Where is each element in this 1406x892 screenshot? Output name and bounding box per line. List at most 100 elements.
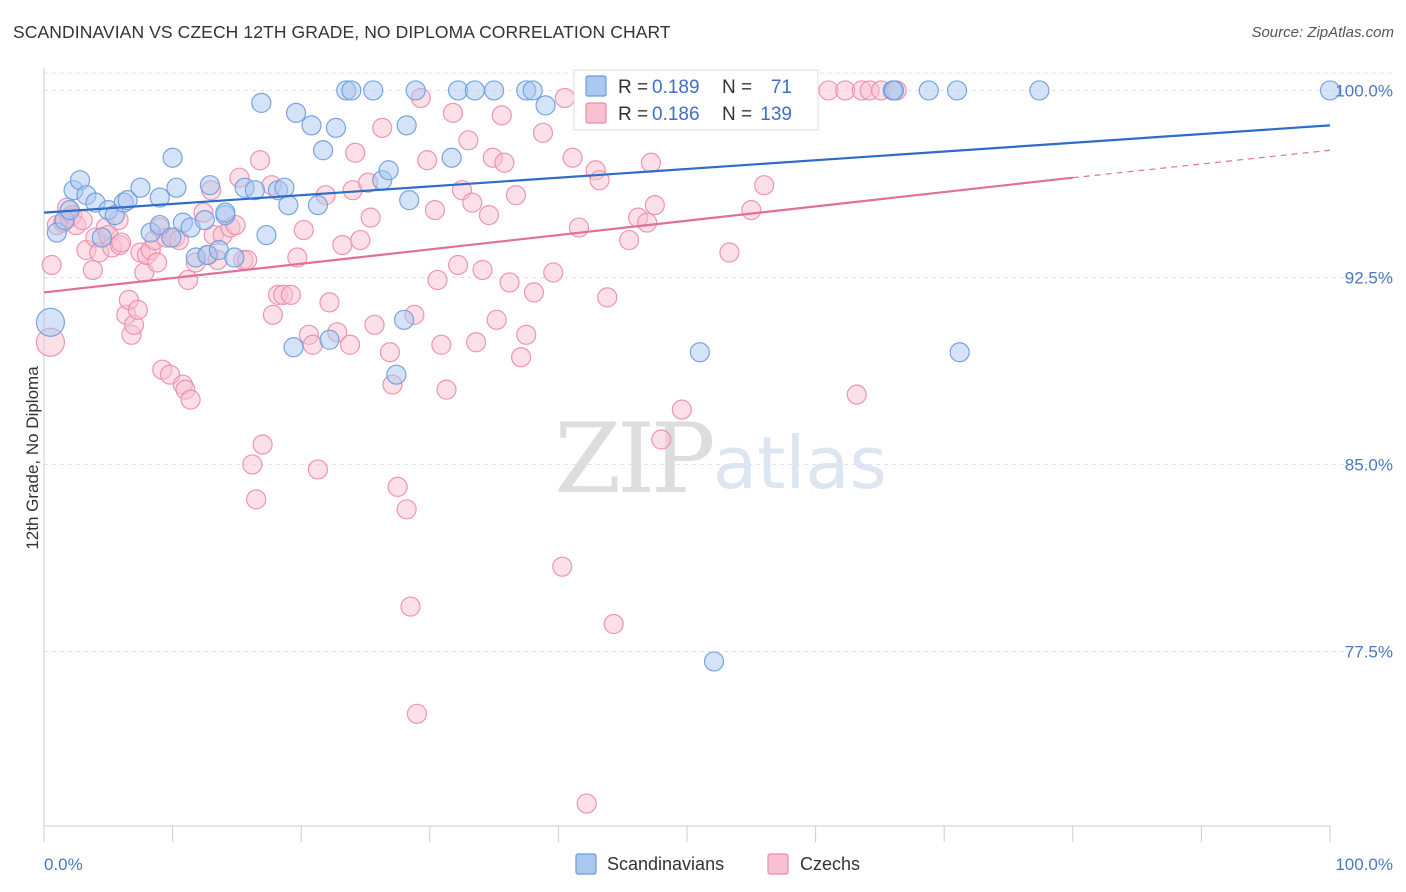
- legend-r-value: 0.186: [652, 104, 700, 125]
- czech-point: [427, 269, 448, 291]
- scandinavian-point: [396, 115, 417, 136]
- czech-point: [287, 247, 308, 268]
- czech-point: [516, 324, 537, 345]
- czech-point: [424, 200, 446, 221]
- czech-point: [651, 429, 672, 450]
- y-tick-label: 77.5%: [1345, 642, 1393, 661]
- chart-title: SCANDINAVIAN VS CZECH 12TH GRADE, NO DIP…: [13, 22, 671, 42]
- series-legend: Scandinavians Czechs: [575, 853, 860, 875]
- legend-n-value: 139: [760, 104, 792, 125]
- trend-line-czechs-extension: [1072, 149, 1331, 179]
- legend-swatch-scandinavians[interactable]: [575, 853, 597, 875]
- scandinavian-point: [1029, 80, 1050, 101]
- scandinavian-point: [522, 80, 543, 101]
- scandinavian-point: [399, 190, 420, 211]
- czech-point: [447, 254, 469, 276]
- czech-point: [486, 309, 507, 330]
- scandinavian-point: [341, 80, 362, 101]
- tick-labels: 77.5% 85.0% 92.5% 100.0% 0.0% 100.0%: [44, 81, 1393, 874]
- trend-line-scandinavians: [43, 124, 1331, 214]
- trend-lines: [43, 124, 1331, 294]
- czech-point: [307, 459, 329, 480]
- axes: [43, 68, 1331, 842]
- czech-point: [400, 596, 421, 617]
- czech-point: [511, 347, 532, 368]
- scandinavian-point: [274, 177, 295, 198]
- czech-point: [491, 105, 512, 126]
- czech-point: [82, 259, 103, 281]
- czech-point: [252, 434, 273, 455]
- source-credit[interactable]: Source: ZipAtlas.com: [1251, 24, 1394, 41]
- scandinavian-point: [393, 309, 415, 330]
- scandinavian-point: [441, 147, 462, 168]
- scandinavian-point: [35, 307, 66, 337]
- czech-point: [562, 147, 583, 168]
- czech-point: [249, 150, 271, 171]
- y-axis-title: 12th Grade, No Diploma: [23, 366, 42, 550]
- scandinavian-point: [149, 187, 170, 208]
- scandinavian-point: [703, 651, 725, 672]
- czech-point: [442, 102, 464, 123]
- czech-point: [332, 234, 353, 256]
- czech-point: [478, 205, 500, 226]
- scandinavian-point: [199, 175, 220, 196]
- scandinavian-point: [215, 202, 236, 223]
- scandinavian-point: [312, 140, 334, 161]
- czech-point: [458, 130, 479, 151]
- czech-point: [350, 229, 371, 251]
- scandinavian-point: [386, 364, 407, 385]
- legend-r-label: R =: [618, 104, 648, 125]
- scandinavian-point: [251, 92, 272, 114]
- scandinavian-point: [1319, 80, 1341, 101]
- legend-swatch-czechs[interactable]: [767, 853, 789, 875]
- czech-point: [603, 613, 624, 635]
- scandinavian-point: [166, 177, 187, 198]
- czech-point: [147, 252, 168, 273]
- czech-point: [846, 384, 867, 405]
- czech-point: [494, 152, 515, 173]
- y-tick-label: 85.0%: [1345, 455, 1393, 474]
- scandinavian-point: [224, 247, 245, 268]
- scandinavian-point: [464, 80, 485, 101]
- czech-point: [671, 399, 692, 420]
- y-tick-label: 92.5%: [1345, 268, 1393, 287]
- legend-swatch-czechs: [585, 102, 607, 124]
- czech-point: [379, 342, 401, 363]
- scandinavian-point: [363, 80, 384, 101]
- legend-label-scandinavians[interactable]: Scandinavians: [607, 854, 724, 874]
- czech-point: [360, 207, 381, 228]
- czech-point: [543, 262, 564, 283]
- watermark-atlas: atlas: [713, 421, 887, 505]
- czech-point: [597, 287, 618, 308]
- czech-point: [177, 269, 199, 291]
- scandinavian-point: [301, 115, 322, 136]
- czech-point: [41, 254, 62, 276]
- watermark-zip: ZIP: [554, 403, 713, 515]
- czech-point: [319, 292, 340, 313]
- legend-n-label: N =: [722, 77, 752, 98]
- scandinavian-point: [535, 95, 556, 116]
- czech-point: [246, 489, 267, 510]
- czech-point: [339, 334, 361, 355]
- scandinavian-point: [405, 80, 426, 101]
- x-tick-label: 100.0%: [1335, 855, 1393, 874]
- x-tick-label: 0.0%: [44, 855, 83, 874]
- scandinavian-point: [378, 160, 399, 181]
- scandinavian-point: [307, 195, 329, 216]
- scandinavian-point: [117, 190, 138, 211]
- czech-point: [417, 150, 438, 171]
- czech-point: [637, 212, 658, 233]
- scandinavian-point: [278, 195, 299, 216]
- scandinavian-point: [130, 177, 151, 198]
- legend-r-value: 0.189: [652, 77, 700, 98]
- czech-point: [472, 259, 493, 281]
- czech-point: [242, 454, 263, 475]
- czech-point: [406, 703, 428, 724]
- scandinavian-point: [244, 180, 266, 201]
- czech-point: [280, 284, 302, 306]
- scandinavian-point: [91, 227, 112, 248]
- gridlines: [44, 72, 1395, 652]
- czech-point: [576, 793, 597, 814]
- czech-point: [111, 232, 132, 253]
- legend-label-czechs[interactable]: Czechs: [800, 854, 860, 874]
